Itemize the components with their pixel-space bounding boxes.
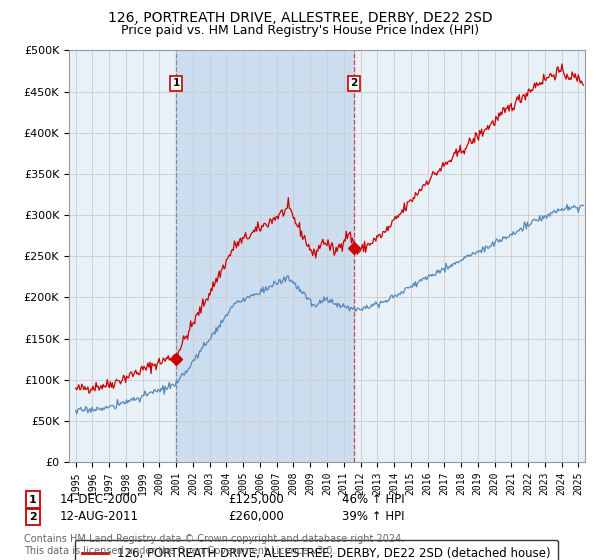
Text: £125,000: £125,000 [228,493,284,506]
Text: 1: 1 [29,494,37,505]
Text: 39% ↑ HPI: 39% ↑ HPI [342,510,404,524]
Text: 12-AUG-2011: 12-AUG-2011 [60,510,139,524]
Bar [176,50,354,462]
Text: 2: 2 [350,78,358,88]
Text: 1: 1 [173,78,180,88]
Text: 126, PORTREATH DRIVE, ALLESTREE, DERBY, DE22 2SD: 126, PORTREATH DRIVE, ALLESTREE, DERBY, … [107,11,493,25]
Text: Contains HM Land Registry data © Crown copyright and database right 2024.
This d: Contains HM Land Registry data © Crown c… [24,534,404,556]
Text: 14-DEC-2000: 14-DEC-2000 [60,493,138,506]
Text: Price paid vs. HM Land Registry's House Price Index (HPI): Price paid vs. HM Land Registry's House … [121,24,479,36]
Legend: 126, PORTREATH DRIVE, ALLESTREE, DERBY, DE22 2SD (detached house), HPI: Average : 126, PORTREATH DRIVE, ALLESTREE, DERBY, … [75,540,558,560]
Text: £260,000: £260,000 [228,510,284,524]
Text: 2: 2 [29,512,37,522]
Text: 46% ↑ HPI: 46% ↑ HPI [342,493,404,506]
